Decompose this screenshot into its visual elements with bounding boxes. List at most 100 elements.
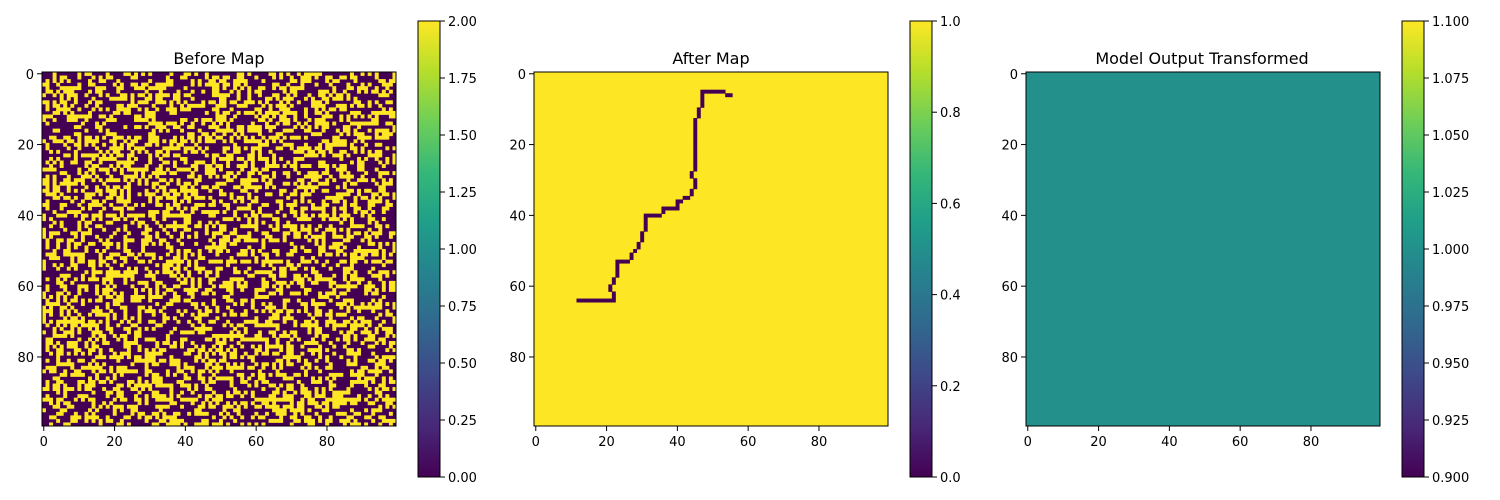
heatmap-cell xyxy=(335,312,340,317)
heatmap-cell xyxy=(162,213,167,218)
heatmap-cell xyxy=(148,132,153,137)
heatmap-cell xyxy=(392,156,397,161)
heatmap-cell xyxy=(381,79,386,84)
heatmap-cell xyxy=(49,224,54,229)
heatmap-cell xyxy=(56,241,61,246)
heatmap-cell xyxy=(318,72,323,76)
heatmap-cell xyxy=(367,213,372,218)
heatmap-cell xyxy=(219,100,223,105)
heatmap-cell xyxy=(126,192,131,197)
heatmap-cell xyxy=(172,418,177,423)
heatmap-cell xyxy=(126,273,131,278)
heatmap-cell xyxy=(321,213,326,218)
heatmap-cell xyxy=(385,270,390,275)
heatmap-cell xyxy=(176,259,181,264)
heatmap-cell xyxy=(247,139,252,144)
heatmap-cell xyxy=(176,142,181,147)
heatmap-cell xyxy=(45,89,50,94)
heatmap-cell xyxy=(59,160,64,165)
heatmap-cell xyxy=(275,358,280,363)
heatmap-cell xyxy=(183,188,188,193)
heatmap-cell xyxy=(371,411,376,416)
heatmap-cell xyxy=(318,93,323,98)
heatmap-cell xyxy=(240,125,245,130)
heatmap-cell xyxy=(282,96,287,101)
heatmap-cell xyxy=(102,86,107,91)
heatmap-cell xyxy=(328,365,333,370)
heatmap-cell xyxy=(289,383,294,388)
heatmap-cell xyxy=(91,404,96,409)
heatmap-cell xyxy=(247,245,252,250)
heatmap-cell xyxy=(388,326,393,331)
heatmap-cell xyxy=(130,408,135,413)
heatmap-cell xyxy=(279,72,284,76)
heatmap-cell xyxy=(633,249,638,253)
heatmap-cell xyxy=(155,107,160,112)
heatmap-cell xyxy=(172,110,177,115)
heatmap-cell xyxy=(371,249,376,253)
heatmap-cell xyxy=(282,376,287,381)
heatmap-cell xyxy=(286,404,291,409)
heatmap-cell xyxy=(105,156,110,161)
heatmap-cell xyxy=(378,188,383,193)
heatmap-cell xyxy=(321,89,326,94)
heatmap-cell xyxy=(236,146,241,151)
heatmap-cell xyxy=(325,365,330,370)
heatmap-cell xyxy=(144,178,149,183)
heatmap-cell xyxy=(169,387,174,391)
heatmap-cell xyxy=(197,348,202,353)
heatmap-cell xyxy=(194,411,199,416)
heatmap-cell xyxy=(215,397,220,402)
heatmap-cell xyxy=(318,181,323,186)
heatmap-cell xyxy=(201,266,206,271)
heatmap-cell xyxy=(346,358,351,363)
heatmap-cell xyxy=(116,160,121,165)
heatmap-cell xyxy=(183,195,188,200)
heatmap-cell xyxy=(158,404,163,409)
heatmap-cell xyxy=(321,160,326,165)
heatmap-cell xyxy=(183,192,188,197)
heatmap-cell xyxy=(335,139,340,144)
heatmap-cell xyxy=(250,305,255,310)
heatmap-cell xyxy=(392,153,397,158)
heatmap-cell xyxy=(98,422,103,427)
heatmap-cell xyxy=(215,245,220,250)
heatmap-cell xyxy=(229,394,234,399)
heatmap-cell xyxy=(42,188,46,193)
heatmap-cell xyxy=(325,121,330,126)
heatmap-cell xyxy=(158,125,163,130)
heatmap-cell xyxy=(98,270,103,275)
heatmap-cell xyxy=(261,174,266,179)
heatmap-cell xyxy=(56,355,61,360)
heatmap-cell xyxy=(233,100,238,105)
heatmap-cell xyxy=(158,351,163,356)
heatmap-cell xyxy=(56,351,61,356)
heatmap-cell xyxy=(208,362,213,367)
heatmap-cell xyxy=(116,164,121,168)
heatmap-cell xyxy=(381,319,386,324)
heatmap-cell xyxy=(346,362,351,367)
heatmap-cell xyxy=(88,206,92,211)
heatmap-cell xyxy=(693,142,698,147)
heatmap-cell xyxy=(70,298,75,303)
heatmap-cell xyxy=(233,259,238,264)
heatmap-cell xyxy=(282,266,287,271)
heatmap-cell xyxy=(342,142,347,147)
heatmap-cell xyxy=(339,355,344,360)
heatmap-cell xyxy=(126,146,131,151)
heatmap-cell xyxy=(261,287,266,292)
heatmap-cell xyxy=(70,305,75,310)
heatmap-cell xyxy=(332,107,337,112)
heatmap-cell xyxy=(325,312,330,317)
heatmap-cell xyxy=(293,234,298,239)
heatmap-cell xyxy=(385,206,390,211)
heatmap-cell xyxy=(105,241,110,246)
heatmap-cell xyxy=(349,252,354,257)
heatmap-cell xyxy=(190,89,195,94)
heatmap-cell xyxy=(148,415,153,420)
heatmap-cell xyxy=(42,316,46,321)
heatmap-cell xyxy=(141,387,146,391)
heatmap-cell xyxy=(204,82,209,87)
heatmap-cell xyxy=(367,333,372,338)
heatmap-cell xyxy=(307,164,312,168)
